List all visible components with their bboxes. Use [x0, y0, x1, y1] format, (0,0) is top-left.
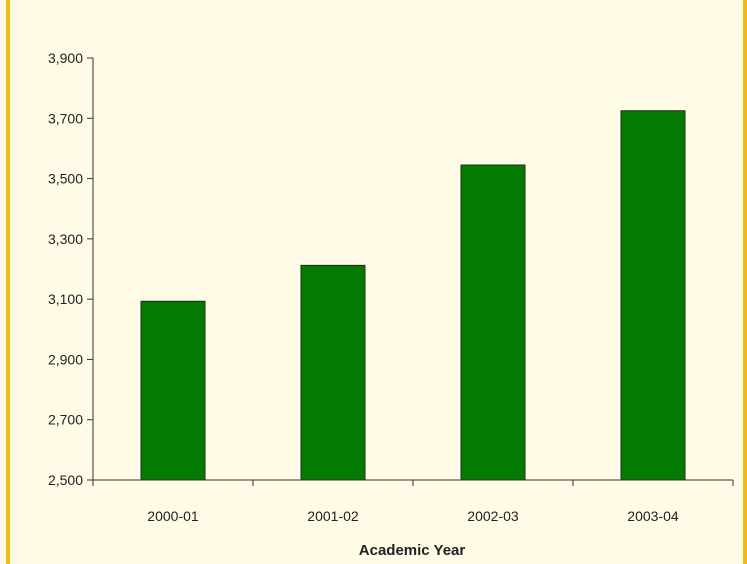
x-axis-title: Academic Year — [359, 542, 466, 559]
y-axis: 2,500 2,700 2,900 3,100 3,300 3,500 3,700 3,900 — [48, 50, 94, 488]
y-tick-label: 2,900 — [48, 351, 83, 367]
bar-2001-02 — [300, 264, 366, 481]
y-tick-label: 3,900 — [48, 50, 83, 66]
y-tick-label: 3,700 — [48, 110, 83, 126]
x-tick-label: 2003-04 — [627, 508, 679, 524]
x-axis: 2000-01 2001-02 2002-03 2003-04 — [92, 479, 734, 524]
frame-right-border — [743, 0, 747, 564]
bars — [140, 110, 686, 481]
y-tick-label: 2,500 — [48, 472, 83, 488]
y-tick-label: 3,500 — [48, 171, 83, 187]
x-tick-label: 2002-03 — [467, 508, 519, 524]
y-tick-label: 3,100 — [48, 291, 83, 307]
bar-2000-01 — [140, 300, 206, 481]
x-tick-label: 2001-02 — [307, 508, 359, 524]
y-tick-label: 3,300 — [48, 231, 83, 247]
frame-left-strip — [0, 0, 6, 564]
x-tick-label: 2000-01 — [147, 508, 199, 524]
bar-2003-04 — [620, 110, 686, 481]
y-tick-label: 2,700 — [48, 412, 83, 428]
bar-2002-03 — [460, 164, 526, 481]
frame-left-border — [6, 0, 10, 564]
